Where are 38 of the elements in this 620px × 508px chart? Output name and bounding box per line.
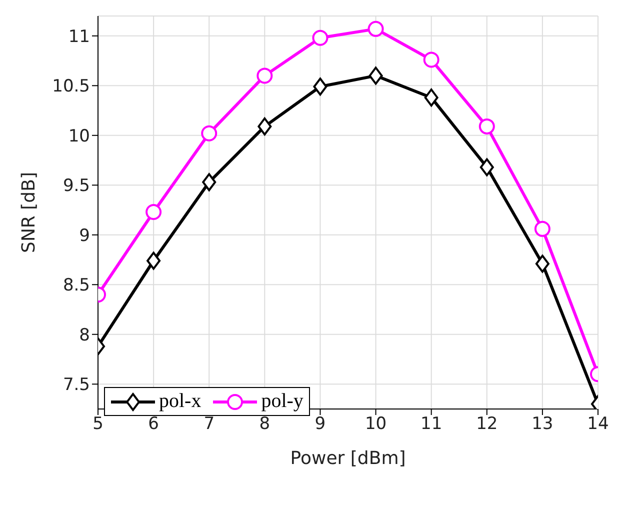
- y-tick-label: 9: [79, 226, 90, 246]
- y-axis-title: SNR [dB]: [18, 172, 40, 253]
- x-tick-label: 7: [204, 414, 215, 434]
- y-tick-label: 8.5: [62, 276, 90, 296]
- x-tick-label: 6: [148, 414, 159, 434]
- point: [423, 52, 440, 68]
- point: [146, 204, 162, 220]
- x-tick-label: 12: [476, 414, 498, 434]
- y-tick-label: 11: [68, 26, 90, 47]
- x-tick-label: 11: [420, 414, 442, 434]
- point: [368, 66, 383, 85]
- point: [480, 158, 494, 176]
- y-tick-label: 8: [79, 325, 90, 346]
- x-tick-label: 13: [532, 414, 554, 434]
- point: [258, 117, 272, 136]
- y-tick-label: 7.5: [62, 375, 90, 396]
- point: [201, 125, 218, 142]
- x-tick-label: 8: [259, 414, 270, 434]
- y-tick-label: 10: [68, 126, 90, 146]
- legend-label: pol-x: [159, 390, 202, 413]
- point: [313, 78, 328, 96]
- y-tick-label: 10.5: [52, 76, 90, 97]
- point: [424, 88, 438, 107]
- x-axis-title: Power [dBm]: [290, 448, 406, 469]
- x-tick-label: 9: [314, 414, 326, 434]
- point: [202, 173, 216, 192]
- point: [256, 68, 273, 84]
- legend-label: pol-y: [261, 390, 304, 413]
- point: [368, 20, 384, 37]
- point: [312, 30, 328, 46]
- x-tick-label: 10: [364, 414, 387, 434]
- point: [535, 254, 550, 273]
- point: [146, 252, 161, 270]
- x-tick-label: 14: [587, 414, 609, 434]
- x-tick-label: 5: [92, 414, 104, 434]
- point: [478, 118, 495, 134]
- point: [534, 220, 550, 237]
- y-tick-label: 9.5: [62, 176, 90, 196]
